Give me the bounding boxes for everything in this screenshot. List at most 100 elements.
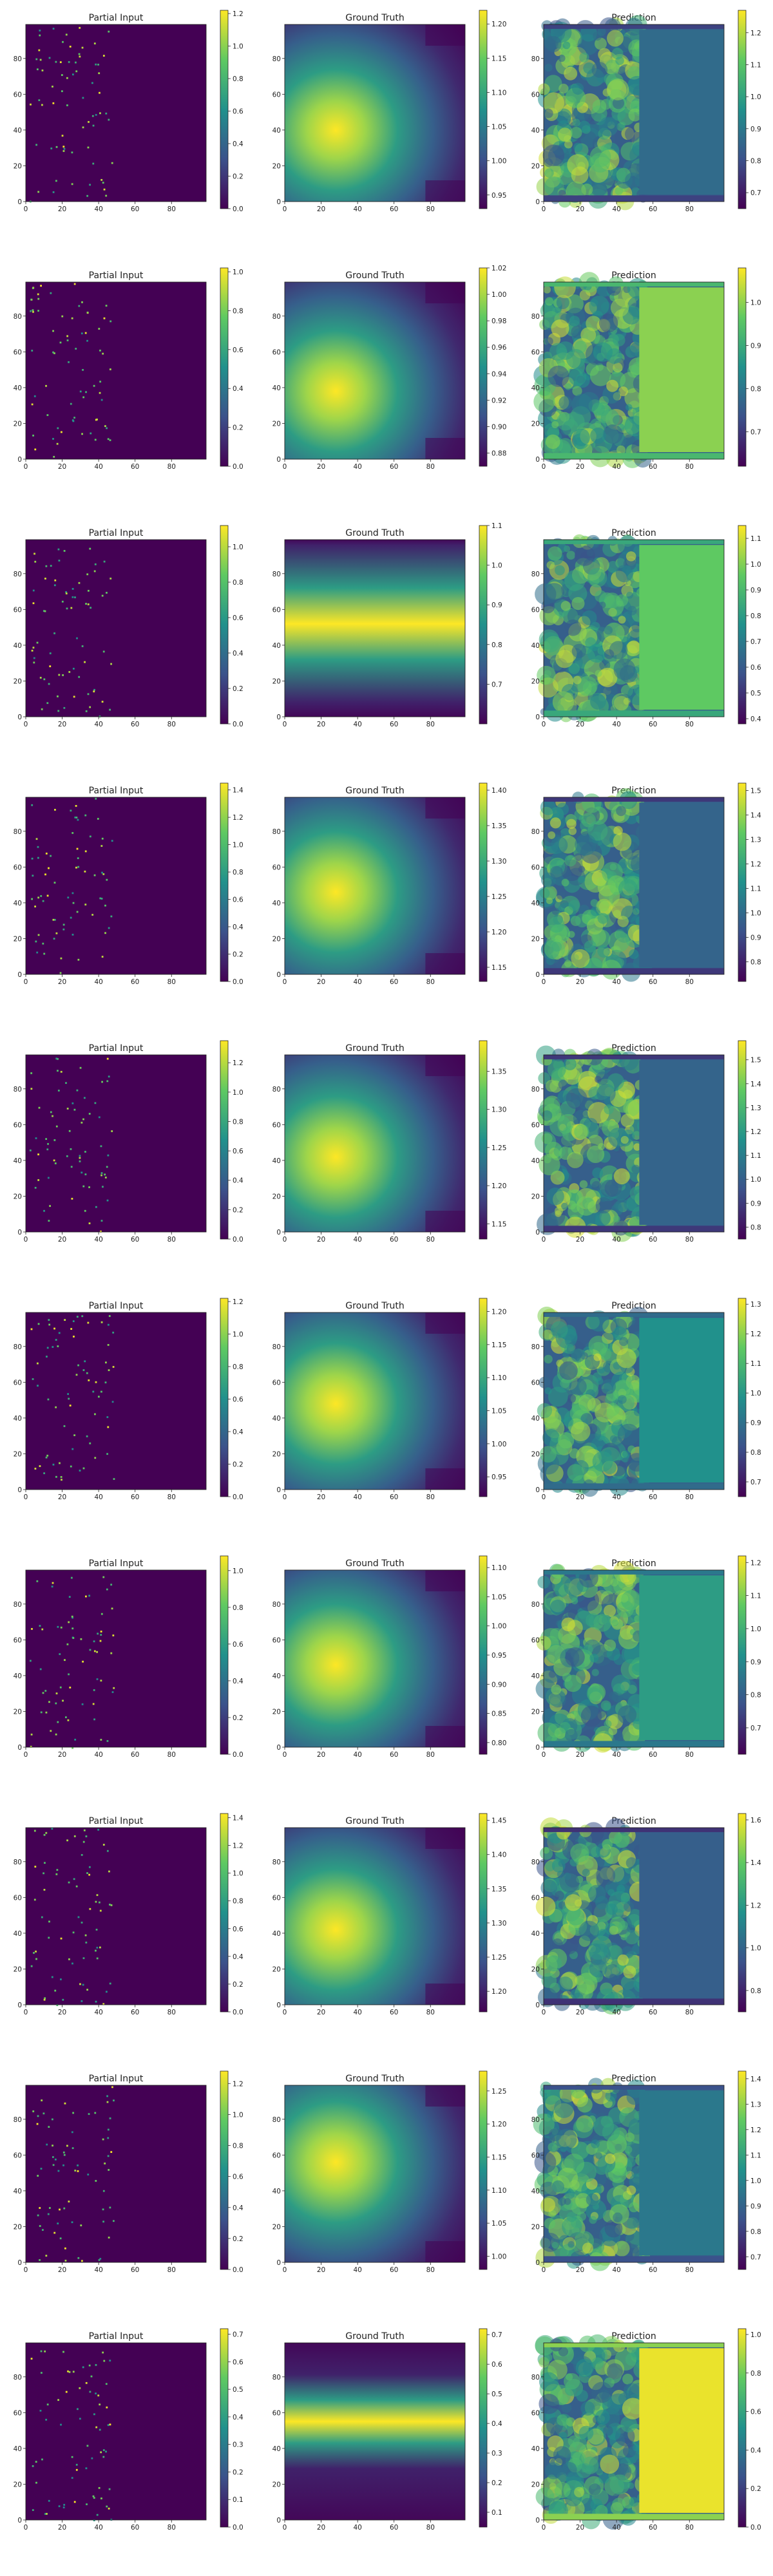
prediction-blob bbox=[616, 1884, 625, 1893]
sample-point bbox=[72, 902, 75, 904]
sample-point bbox=[43, 1209, 45, 1212]
prediction-blob bbox=[613, 363, 623, 373]
x-tick-label: 0 bbox=[283, 2009, 287, 2016]
x-tick-label: 20 bbox=[317, 978, 325, 986]
ground-truth-blob bbox=[285, 24, 465, 202]
sample-point bbox=[37, 191, 40, 193]
x-tick-label: 80 bbox=[426, 1236, 435, 1244]
sample-point bbox=[47, 1142, 49, 1145]
sample-point bbox=[31, 898, 33, 900]
x-tick-label: 40 bbox=[612, 721, 620, 728]
colorbar-tick-label: 0.0 bbox=[233, 463, 243, 471]
x-tick-label: 80 bbox=[685, 205, 694, 213]
sample-point bbox=[81, 2000, 83, 2002]
colorbar bbox=[738, 525, 747, 724]
sample-point bbox=[58, 560, 61, 562]
sample-point bbox=[77, 1916, 80, 1918]
prediction-flat-region bbox=[639, 2090, 724, 2255]
sample-point bbox=[33, 1830, 36, 1832]
y-tick-label: 0 bbox=[276, 971, 281, 979]
sample-point bbox=[62, 923, 65, 926]
y-tick-label: 0 bbox=[17, 2002, 22, 2009]
prediction-flat-region bbox=[639, 1833, 724, 1998]
panel-title: Ground Truth bbox=[345, 528, 404, 538]
prediction-edge bbox=[544, 1055, 724, 1059]
sample-point bbox=[37, 293, 39, 296]
y-tick-label: 40 bbox=[531, 384, 540, 392]
prediction-blob bbox=[544, 158, 553, 167]
colorbar-tick-label: 0.6 bbox=[750, 2409, 761, 2416]
sample-point bbox=[55, 1406, 57, 1408]
sample-point bbox=[106, 1991, 108, 1993]
sample-point bbox=[79, 26, 81, 29]
prediction-blob bbox=[574, 2486, 585, 2497]
y-tick-label: 80 bbox=[531, 1601, 540, 1609]
x-tick-label: 60 bbox=[131, 205, 139, 213]
colorbar-tick-label: 0.7 bbox=[750, 2253, 761, 2261]
sample-point bbox=[52, 918, 55, 921]
prediction-blob bbox=[564, 570, 586, 591]
sample-point bbox=[64, 1716, 67, 1718]
sample-point bbox=[49, 652, 52, 654]
sample-point bbox=[58, 1332, 61, 1334]
x-tick-label: 0 bbox=[24, 205, 28, 213]
sample-point bbox=[71, 183, 73, 185]
sample-point bbox=[55, 1733, 57, 1736]
prediction-blob bbox=[571, 1348, 586, 1363]
low-corner bbox=[425, 1211, 465, 1232]
colorbar-tick-label: 0.6 bbox=[233, 1396, 243, 1404]
prediction-blob bbox=[604, 2219, 623, 2238]
y-tick-label: 80 bbox=[14, 55, 22, 63]
x-tick-label: 0 bbox=[283, 2524, 287, 2532]
colorbar-tick-label: 0.4 bbox=[750, 2447, 761, 2454]
prediction-blob bbox=[611, 1619, 619, 1626]
y-tick-label: 0 bbox=[17, 1486, 22, 1494]
panel-title: Prediction bbox=[611, 1301, 656, 1311]
colorbar bbox=[479, 10, 488, 209]
y-tick-label: 80 bbox=[272, 1859, 281, 1866]
sample-point bbox=[52, 1115, 53, 1117]
sample-point bbox=[89, 1649, 91, 1651]
prediction-blob bbox=[564, 2198, 571, 2205]
prediction-edge bbox=[544, 195, 724, 202]
y-tick-label: 80 bbox=[272, 828, 281, 836]
y-tick-label: 80 bbox=[531, 2116, 540, 2124]
prediction-blob bbox=[567, 1908, 585, 1926]
colorbar-tick-label: 0.2 bbox=[233, 424, 243, 432]
sample-point bbox=[35, 2461, 37, 2463]
sample-point bbox=[95, 2000, 97, 2003]
sample-point bbox=[64, 2102, 66, 2105]
sample-point bbox=[43, 610, 45, 612]
y-tick-label: 80 bbox=[531, 1859, 540, 1866]
colorbar-tick-label: 1.2 bbox=[750, 30, 761, 37]
y-tick-label: 20 bbox=[272, 1708, 281, 1716]
sample-point bbox=[81, 1921, 83, 1924]
y-tick-label: 80 bbox=[14, 571, 22, 578]
prediction-blob bbox=[623, 1099, 640, 1117]
colorbar-tick-label: 1.2 bbox=[233, 1059, 243, 1067]
sample-point bbox=[102, 2190, 105, 2192]
y-tick-label: 20 bbox=[14, 420, 22, 428]
colorbar-tick-label: 0.8 bbox=[233, 869, 243, 876]
prediction-blob bbox=[568, 827, 577, 835]
colorbar-tick-label: 1.3 bbox=[750, 2101, 761, 2108]
prediction-blob bbox=[631, 1164, 640, 1174]
prediction-blob bbox=[613, 1215, 620, 1223]
y-tick-label: 0 bbox=[535, 714, 540, 721]
sample-point bbox=[89, 835, 91, 838]
panel-title: Ground Truth bbox=[345, 13, 404, 23]
colorbar-tick-label: 1.00 bbox=[491, 1623, 506, 1631]
sample-point bbox=[79, 1066, 82, 1069]
prediction-blob bbox=[547, 1060, 566, 1079]
colorbar-tick-label: 0.4 bbox=[233, 1678, 243, 1685]
sample-point bbox=[63, 550, 66, 552]
ground-truth-panel: Ground Truth0020204040606080801.151.201.… bbox=[272, 782, 506, 986]
colorbar-tick-label: 1.1 bbox=[750, 1152, 761, 1160]
x-tick-label: 40 bbox=[94, 1493, 102, 1501]
colorbar-tick-label: 0.3 bbox=[233, 2441, 243, 2449]
sample-point bbox=[99, 112, 101, 115]
prediction-blob bbox=[617, 916, 629, 927]
prediction-blob bbox=[619, 1051, 639, 1071]
x-tick-label: 20 bbox=[58, 2266, 66, 2274]
colorbar-tick-label: 1.5 bbox=[750, 787, 761, 795]
